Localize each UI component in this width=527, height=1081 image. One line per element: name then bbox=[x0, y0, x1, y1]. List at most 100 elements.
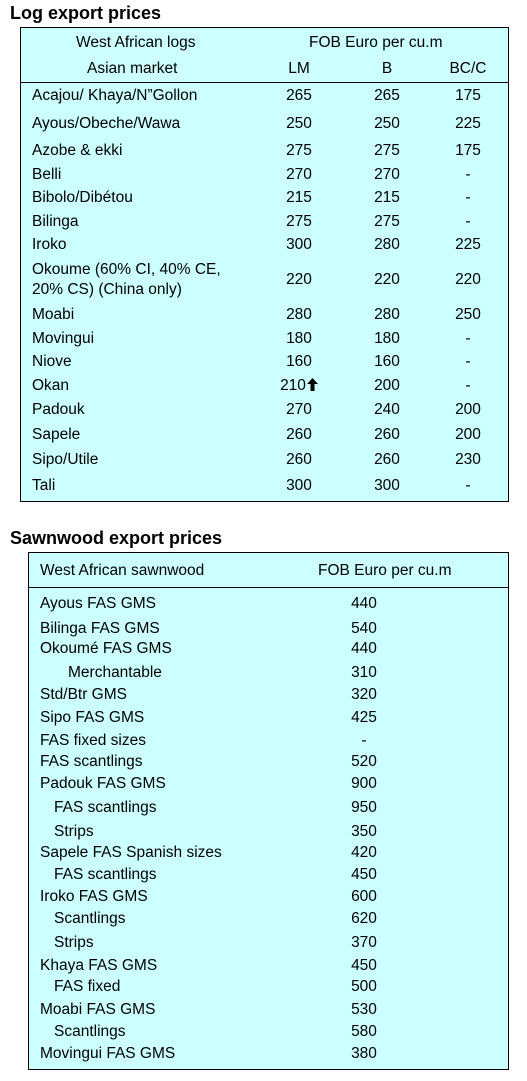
sawn-row-name: Std/Btr GMS bbox=[40, 686, 127, 703]
sawn-row-name: FAS scantlings bbox=[40, 753, 143, 770]
sawn-row-price: 540 bbox=[351, 620, 377, 637]
log-export-prices-title: Log export prices bbox=[10, 3, 162, 23]
log-header-lm: LM bbox=[288, 60, 310, 77]
log-row-b-value: 200 bbox=[374, 377, 400, 394]
log-row-bcc: - bbox=[433, 377, 503, 395]
sawn-row-price: 520 bbox=[351, 753, 377, 770]
log-row-bcc-value: 175 bbox=[455, 87, 481, 104]
sawn-row-name: FAS fixed sizes bbox=[40, 732, 146, 749]
sawn-row-name: Strips bbox=[54, 823, 94, 840]
log-row-b-value: 270 bbox=[374, 166, 400, 183]
log-row-bcc-value: 200 bbox=[455, 401, 481, 418]
log-row-bcc-value: - bbox=[465, 330, 471, 347]
sawn-row-price: 500 bbox=[351, 978, 377, 995]
log-row-bcc-value: - bbox=[465, 477, 471, 494]
sawn-row-price: 450 bbox=[351, 866, 377, 883]
log-row-lm-value: 215 bbox=[286, 189, 312, 206]
log-row-lm: 180 bbox=[262, 330, 336, 348]
log-row-lm: 280 bbox=[262, 306, 336, 324]
log-row-name: Tali bbox=[32, 477, 56, 494]
sawn-row-price: 600 bbox=[351, 888, 377, 905]
log-row-bcc: 175 bbox=[433, 87, 503, 105]
sawn-row-name: Iroko FAS GMS bbox=[40, 888, 148, 905]
sawn-row-name: Bilinga FAS GMS bbox=[40, 620, 160, 637]
log-row-bcc: - bbox=[433, 353, 503, 371]
log-row-lm-value: 265 bbox=[286, 87, 312, 104]
log-row-name: Belli bbox=[32, 166, 62, 183]
log-row-name: Bilinga bbox=[32, 213, 79, 230]
log-row-lm: 275 bbox=[262, 213, 336, 231]
log-row-bcc-value: 175 bbox=[455, 142, 481, 159]
log-row-name: Padouk bbox=[32, 401, 85, 418]
sawn-row-price: 370 bbox=[351, 934, 377, 951]
log-row-b: 280 bbox=[350, 236, 424, 254]
sawnwood-export-prices-table: West African sawnwood FOB Euro per cu.m … bbox=[28, 552, 509, 1070]
log-row-bcc: - bbox=[433, 189, 503, 207]
log-row-b-value: 215 bbox=[374, 189, 400, 206]
log-row-bcc-value: 230 bbox=[455, 451, 481, 468]
log-row-bcc: 225 bbox=[433, 115, 503, 133]
log-row-lm: 250 bbox=[262, 115, 336, 133]
sawn-row-price: 900 bbox=[351, 775, 377, 792]
log-header-price-unit: FOB Euro per cu.m bbox=[309, 34, 443, 51]
log-header-b: B bbox=[381, 60, 393, 77]
log-row-b: 180 bbox=[350, 330, 424, 348]
sawnwood-export-prices-title: Sawnwood export prices bbox=[10, 528, 223, 548]
log-export-prices-table: West African logs FOB Euro per cu.m Asia… bbox=[20, 27, 509, 502]
log-row-b-value: 260 bbox=[374, 426, 400, 443]
log-header-divider bbox=[21, 82, 508, 83]
log-row-lm-value: 210 bbox=[280, 377, 306, 394]
log-row-b-value: 180 bbox=[374, 330, 400, 347]
log-row-name: Movingui bbox=[32, 330, 95, 347]
log-row-b: 160 bbox=[350, 353, 424, 371]
log-row-lm: 265 bbox=[262, 87, 336, 105]
sawn-row-price: 950 bbox=[351, 799, 377, 816]
sawn-row-name: Movingui FAS GMS bbox=[40, 1045, 176, 1062]
log-row-b-value: 280 bbox=[374, 236, 400, 253]
log-row-b: 260 bbox=[350, 426, 424, 444]
log-row-b: 275 bbox=[350, 142, 424, 160]
log-row-lm: 270 bbox=[262, 166, 336, 184]
log-row-bcc-value: - bbox=[465, 213, 471, 230]
sawn-row-price: 530 bbox=[351, 1001, 377, 1018]
log-row-bcc: 200 bbox=[433, 401, 503, 419]
log-row-name: Ayous/Obeche/Wawa bbox=[32, 115, 181, 132]
sawn-row-name: Strips bbox=[54, 934, 94, 951]
log-row-b-value: 275 bbox=[374, 213, 400, 230]
log-row-name: Okan bbox=[32, 377, 70, 394]
log-row-bcc: 230 bbox=[433, 451, 503, 469]
log-row-lm-value: 275 bbox=[286, 213, 312, 230]
sawn-row-name: Scantlings bbox=[54, 1023, 126, 1040]
log-row-lm: 300 bbox=[262, 236, 336, 254]
sawn-row-name: Merchantable bbox=[68, 664, 162, 681]
log-row-bcc-value: - bbox=[465, 189, 471, 206]
log-row-bcc: - bbox=[433, 330, 503, 348]
log-row-b-value: 275 bbox=[374, 142, 400, 159]
log-row-b: 265 bbox=[350, 87, 424, 105]
log-row-lm: 270 bbox=[262, 401, 336, 419]
log-header-bcc: BC/C bbox=[449, 60, 487, 77]
log-row-lm: 210 bbox=[262, 377, 336, 396]
log-row-bcc: - bbox=[433, 477, 503, 495]
log-row-lm-value: 300 bbox=[286, 236, 312, 253]
log-row-lm-value: 260 bbox=[286, 451, 312, 468]
log-row-bcc-value: - bbox=[465, 353, 471, 370]
sawn-row-name: Khaya FAS GMS bbox=[40, 957, 158, 974]
sawn-header-product: West African sawnwood bbox=[40, 562, 205, 579]
log-row-lm-value: 160 bbox=[286, 353, 312, 370]
log-row-name: Iroko bbox=[32, 236, 67, 253]
log-row-b-value: 300 bbox=[374, 477, 400, 494]
log-row-b: 250 bbox=[350, 115, 424, 133]
log-row-bcc: 175 bbox=[433, 142, 503, 160]
up-arrow-icon bbox=[306, 378, 318, 396]
log-row-b: 260 bbox=[350, 451, 424, 469]
log-row-name: Sapele bbox=[32, 426, 81, 443]
sawn-row-price: - bbox=[361, 732, 367, 749]
log-row-lm-value: 275 bbox=[286, 142, 312, 159]
log-row-bcc-value: 225 bbox=[455, 115, 481, 132]
sawn-row-price: 440 bbox=[351, 640, 377, 657]
log-row-name-line2: 20% CS) (China only) bbox=[32, 281, 182, 298]
log-row-b: 200 bbox=[350, 377, 424, 395]
sawn-row-name: FAS fixed bbox=[54, 978, 121, 995]
log-row-bcc: - bbox=[433, 213, 503, 231]
